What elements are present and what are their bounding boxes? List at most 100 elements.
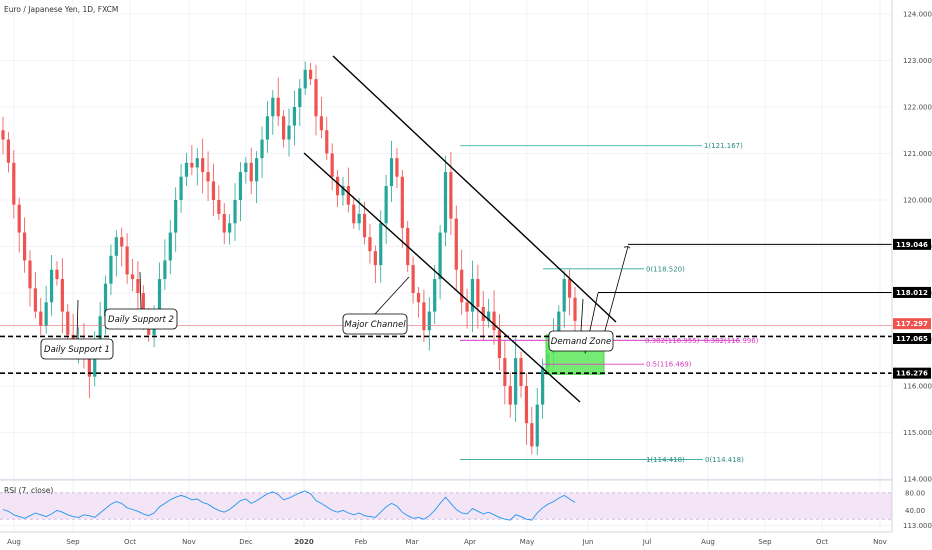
candle-body — [368, 237, 372, 252]
candle-body — [422, 302, 426, 331]
candle-body — [184, 162, 189, 177]
x-tick-label: Nov — [182, 538, 196, 546]
callout-demand-zone-pointer — [580, 298, 584, 332]
candle-body — [433, 279, 437, 312]
x-tick-label: Oct — [816, 538, 828, 546]
target-arrowhead — [623, 246, 631, 249]
callout-demand-zone-label: Demand Zone — [551, 337, 611, 347]
candle-body — [411, 265, 415, 293]
candle-body — [87, 358, 91, 377]
x-tick-label: Apr — [464, 538, 476, 546]
rsi-tick-label: 80.00 — [905, 489, 925, 497]
callout-daily-support-1: Daily Support 1 — [40, 299, 114, 360]
y-tick-label: 121.000 — [903, 150, 932, 158]
candle-body — [454, 218, 458, 270]
candle-body — [470, 279, 475, 312]
badge-117297-bg — [893, 318, 931, 330]
x-tick-label: Oct — [124, 538, 136, 546]
grid-layer — [0, 0, 892, 532]
callout-daily-support-2-label: Daily Support 2 — [108, 315, 174, 325]
candle-body — [1, 130, 5, 140]
candle-layer — [1, 61, 577, 455]
x-tick-label: Feb — [355, 538, 368, 546]
fib-label-0382-a: 0.382(116.955) — [645, 337, 700, 345]
chart-title: Euro / Japanese Yen, 1D, FXCM — [4, 5, 118, 14]
candle-body — [98, 316, 102, 345]
candle-body — [168, 232, 172, 261]
y-tick-label: 124.000 — [903, 11, 932, 19]
candle-body — [265, 116, 270, 140]
candle-body — [287, 125, 291, 140]
candle-body — [357, 213, 361, 224]
candle-body — [33, 288, 37, 312]
candle-body — [389, 158, 394, 187]
candle-body — [465, 302, 469, 312]
rsi-line — [2, 490, 576, 521]
candle-body — [244, 162, 248, 173]
candle-body — [17, 204, 21, 233]
candle-body — [562, 279, 566, 312]
fib-label-0382-b: 0.382(116.996) — [704, 337, 759, 345]
candle-body — [352, 204, 356, 224]
candle-body — [335, 176, 340, 196]
candle-body — [114, 237, 118, 256]
rsi-band — [0, 492, 892, 520]
channel-upper-line — [332, 55, 617, 323]
candle-body — [530, 423, 534, 447]
badge-119046-text: 119.046 — [896, 241, 928, 249]
candle-body — [66, 311, 70, 335]
callout-major-channel-pointer — [374, 276, 410, 315]
badge-118012-text: 118.012 — [896, 289, 928, 297]
candle-body — [130, 274, 135, 280]
annotation-layer: Daily Support 1 Daily Support 2 Major Chan… — [40, 271, 614, 360]
x-tick-label: Nov — [873, 538, 887, 546]
candle-body — [141, 293, 145, 321]
candle-body — [222, 213, 226, 233]
candle-body — [373, 251, 377, 266]
fib-label-05: 0.5(116.469) — [646, 361, 692, 369]
candle-body — [346, 186, 350, 205]
candle-body — [443, 172, 448, 233]
candle-body — [238, 172, 243, 200]
candle-body — [39, 311, 43, 326]
candle-body — [55, 269, 59, 280]
x-tick-label: Dec — [239, 538, 253, 546]
callout-daily-support-2-pointer — [139, 271, 142, 310]
badge-117065-bg — [893, 332, 931, 344]
candle-body — [314, 79, 318, 117]
x-tick-label: Sep — [66, 538, 80, 546]
callout-demand-zone: Demand Zone — [548, 298, 614, 352]
candle-body — [276, 97, 280, 117]
candle-body — [260, 139, 264, 159]
candle-body — [487, 311, 491, 321]
candle-body — [395, 158, 399, 177]
candle-body — [6, 139, 10, 163]
candle-body — [125, 246, 129, 275]
candle-body — [379, 223, 383, 266]
candle-body — [255, 158, 259, 182]
candle-body — [282, 116, 286, 140]
y-tick-label: 116.000 — [903, 383, 932, 391]
candle-body — [535, 404, 539, 447]
candle-body — [524, 386, 529, 424]
candle-body — [157, 279, 162, 312]
fib-label-1-top: 1(121.167) — [704, 142, 743, 150]
callout-major-channel-box — [342, 313, 408, 335]
candle-body — [12, 162, 16, 205]
candle-body — [503, 358, 507, 386]
candle-body — [298, 88, 302, 107]
badge-118012-bg — [893, 286, 931, 298]
y-tick-label: 122.000 — [903, 104, 932, 112]
candle-body — [362, 213, 367, 238]
candle-body — [190, 162, 194, 168]
candle-body — [541, 367, 545, 405]
callout-daily-support-2: Daily Support 2 — [104, 271, 178, 330]
candle-body — [514, 358, 518, 405]
x-tick-label: 2020 — [294, 538, 314, 546]
rsi-label: RSI (7, close) — [4, 486, 53, 495]
y-tick-label: 123.000 — [903, 57, 932, 65]
badge-119046-bg — [893, 238, 931, 250]
